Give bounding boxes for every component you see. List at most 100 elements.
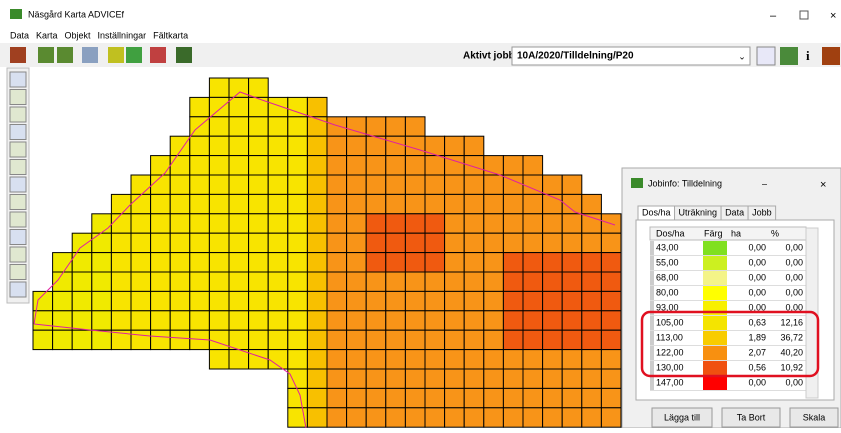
info-button[interactable]: i	[806, 48, 810, 63]
map-cell	[424, 252, 446, 273]
map-cell	[346, 193, 367, 215]
field-map	[32, 77, 642, 428]
search-button[interactable]	[756, 46, 776, 66]
map-cell	[306, 310, 328, 331]
menu-item[interactable]: Inställningar	[98, 30, 147, 40]
map-cell	[71, 310, 93, 331]
tool-icon[interactable]	[176, 47, 192, 63]
menu-item[interactable]: Data	[10, 30, 29, 40]
map-cell	[444, 387, 465, 409]
area: 0,00	[748, 257, 766, 267]
map-cell	[404, 329, 426, 351]
map-cell	[169, 135, 191, 157]
map-cell	[326, 387, 348, 409]
job-combobox[interactable]	[511, 46, 751, 66]
map-cell	[150, 271, 171, 292]
side-tool[interactable]	[9, 89, 27, 105]
map-cell	[424, 193, 446, 215]
dialog-close[interactable]: ×	[820, 179, 826, 191]
map-cell	[267, 193, 289, 215]
dialog-minimize[interactable]: –	[762, 178, 767, 188]
map-cell	[385, 232, 406, 254]
map-cell	[287, 329, 308, 351]
side-tool[interactable]	[9, 106, 27, 123]
dose: 113,00	[656, 332, 683, 342]
menu-item[interactable]: Karta	[36, 30, 58, 40]
side-tool[interactable]	[9, 281, 27, 298]
side-tool[interactable]	[9, 141, 27, 158]
map-cell	[404, 135, 426, 157]
map-cell	[463, 407, 485, 428]
area: 0,63	[748, 317, 766, 327]
side-tool[interactable]	[9, 229, 27, 245]
percent: 0,00	[785, 257, 803, 267]
map-cell	[404, 193, 426, 215]
dose-table: Dos/ha Färg ha % 43,00 0,00 0,00 55,00 0,00 0,00 6…	[649, 226, 807, 391]
tool-icon[interactable]	[780, 47, 798, 65]
map-cell	[346, 387, 367, 409]
tool-icon[interactable]	[150, 47, 166, 63]
menu-item[interactable]: Objekt	[65, 30, 92, 40]
map-cell	[444, 174, 465, 195]
map-cell	[581, 387, 602, 409]
map-cell	[91, 271, 112, 292]
side-tool[interactable]	[9, 246, 27, 263]
map-cell	[287, 252, 308, 273]
side-tool[interactable]	[9, 194, 27, 210]
map-cell	[385, 407, 406, 428]
row-indicator	[650, 331, 654, 345]
side-tool[interactable]	[9, 264, 27, 280]
map-cell	[404, 271, 426, 292]
tool-icon[interactable]	[822, 47, 840, 65]
tool-icon[interactable]	[82, 47, 98, 63]
side-tool[interactable]	[9, 124, 27, 140]
tab-label: Uträkning	[679, 207, 718, 217]
map-cell	[385, 135, 406, 157]
tool-icon[interactable]	[57, 47, 73, 63]
map-cell	[365, 368, 387, 389]
map-cell	[365, 193, 387, 215]
map-cell	[581, 290, 602, 312]
button-label: Skala	[803, 412, 826, 422]
map-cell	[228, 349, 250, 370]
map-cell	[248, 349, 269, 370]
map-cell	[522, 232, 544, 254]
map-cell	[404, 213, 426, 234]
map-cell	[483, 252, 504, 273]
map-cell	[346, 349, 367, 370]
map-cell	[502, 407, 524, 428]
map-cell	[169, 232, 191, 254]
tool-icon[interactable]	[108, 47, 124, 63]
field-boundary	[33, 323, 307, 429]
map-cell	[248, 252, 269, 273]
map-cell	[502, 213, 524, 234]
maximize[interactable]	[799, 10, 809, 20]
side-tool[interactable]	[9, 211, 27, 228]
map-cell	[444, 232, 465, 254]
map-cell	[600, 387, 622, 409]
tool-icon[interactable]	[126, 47, 142, 63]
tab-label: Jobb	[752, 207, 772, 217]
map-cell	[581, 349, 602, 370]
side-tool[interactable]	[9, 159, 27, 175]
map-cell	[346, 213, 367, 234]
percent: 0,00	[785, 377, 803, 387]
map-cell	[169, 193, 191, 215]
map-cell	[169, 329, 191, 351]
tool-icon[interactable]	[10, 47, 26, 63]
minimize[interactable]: –	[770, 10, 777, 22]
tab-panel	[635, 219, 835, 401]
tool-icon[interactable]	[38, 47, 54, 63]
button[interactable]	[789, 407, 839, 428]
color-swatch	[703, 316, 727, 330]
area: 0,00	[748, 377, 766, 387]
button[interactable]	[651, 407, 713, 428]
menu-item[interactable]: Fältkarta	[153, 30, 188, 40]
map-cell	[248, 290, 269, 312]
side-tool[interactable]	[9, 176, 27, 193]
map-cell	[404, 407, 426, 428]
side-tool[interactable]	[9, 71, 27, 88]
map-cell	[150, 290, 171, 312]
close[interactable]: ×	[830, 10, 836, 22]
button[interactable]	[721, 407, 781, 428]
